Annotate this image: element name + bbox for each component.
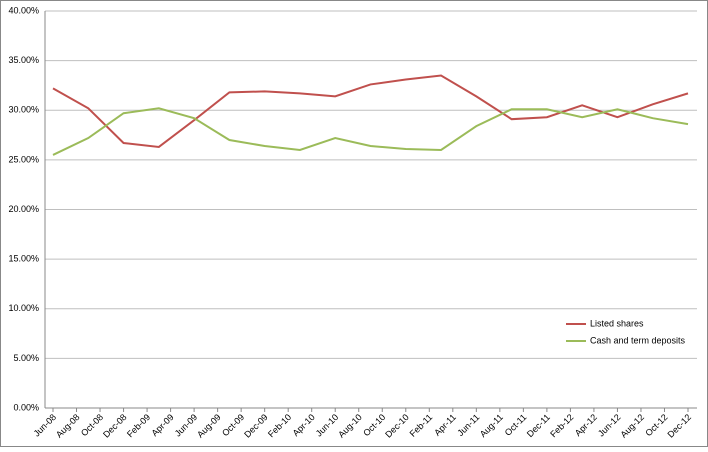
y-tick-label: 0.00% xyxy=(13,402,39,412)
y-tick-label: 5.00% xyxy=(13,353,39,363)
line-series xyxy=(52,74,689,149)
line-series xyxy=(52,107,689,156)
y-tick-label: 15.00% xyxy=(8,254,39,264)
y-tick-label: 25.00% xyxy=(8,154,39,164)
legend-label: Listed shares xyxy=(590,318,644,328)
y-tick-label: 30.00% xyxy=(8,105,39,115)
legend-label: Cash and term deposits xyxy=(590,335,686,345)
y-tick-label: 35.00% xyxy=(8,55,39,65)
y-tick-label: 20.00% xyxy=(8,204,39,214)
y-tick-label: 40.00% xyxy=(8,5,39,15)
y-tick-label: 10.00% xyxy=(8,303,39,313)
